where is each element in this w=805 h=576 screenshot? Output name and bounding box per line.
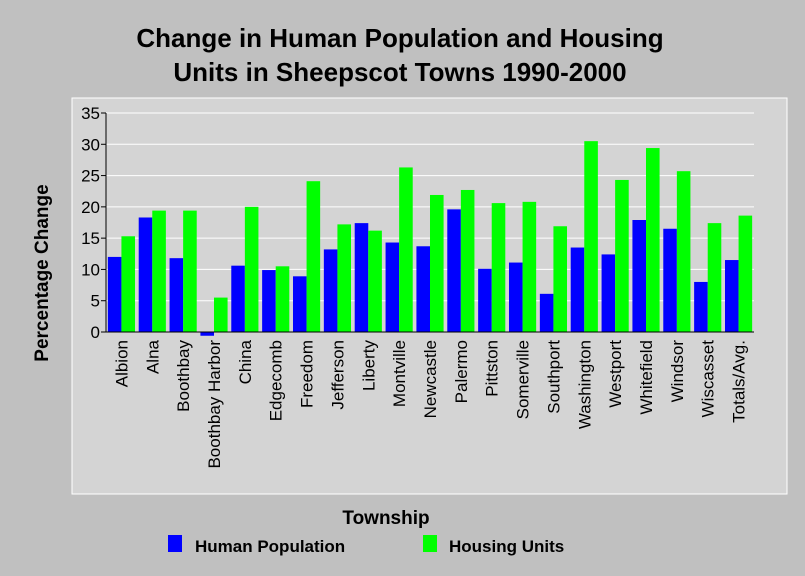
- category-label: Newcastle: [421, 340, 440, 418]
- category-label: Liberty: [359, 340, 378, 392]
- category-labels: Albion Alna Boothbay Boothbay Harbor China Ed…: [112, 339, 748, 468]
- legend-swatch-housing-units: [423, 535, 437, 552]
- category-label: Totals/Avg.: [730, 340, 749, 423]
- bar-human-population: [601, 254, 616, 332]
- bar-human-population: [478, 268, 492, 332]
- x-axis-title: Township: [342, 508, 429, 529]
- y-tick-label: 30: [81, 135, 100, 154]
- bar-housing-units: [214, 297, 228, 332]
- bar-housing-units: [615, 179, 629, 332]
- category-label: Washington: [575, 340, 594, 429]
- bar-human-population: [107, 256, 122, 332]
- bar-human-population: [724, 260, 739, 332]
- bar-human-population: [694, 281, 708, 332]
- bar-human-population: [632, 219, 646, 332]
- category-label: Westport: [606, 340, 625, 408]
- category-label: Pittston: [483, 340, 502, 397]
- y-tick-label: 5: [91, 292, 100, 311]
- y-tick-label: 20: [81, 198, 100, 217]
- bar-human-population: [231, 265, 245, 332]
- category-label: Alna: [143, 339, 162, 374]
- bar-human-population: [262, 270, 276, 332]
- bar-human-population: [508, 262, 523, 332]
- bar-housing-units: [676, 171, 691, 332]
- y-tick-label: 15: [81, 229, 100, 248]
- bar-human-population: [292, 276, 307, 332]
- category-label: Jefferson: [328, 340, 347, 410]
- category-label: Windsor: [668, 340, 687, 403]
- bar-housing-units: [522, 201, 537, 332]
- category-label: Montville: [390, 340, 409, 407]
- bar-housing-units: [244, 206, 259, 332]
- bar-housing-units: [460, 189, 475, 332]
- legend-label-human-population: Human Population: [195, 537, 345, 556]
- bar-human-population: [447, 209, 461, 332]
- bar-housing-units: [399, 167, 413, 332]
- bar-housing-units: [152, 210, 166, 332]
- bar-human-population: [570, 247, 585, 332]
- bar-human-population: [539, 293, 554, 332]
- bar-housing-units: [183, 210, 197, 332]
- bar-human-population: [138, 217, 153, 332]
- bar-housing-units: [584, 141, 598, 332]
- y-axis-ticks: 0 5 10 15 20 25 30 35: [81, 104, 106, 342]
- legend-label-housing-units: Housing Units: [449, 537, 564, 556]
- bar-human-population: [385, 242, 400, 332]
- bar-human-population: [169, 258, 184, 332]
- legend: Human Population Housing Units: [168, 535, 564, 556]
- chart-title-line-1: Change in Human Population and Housing: [136, 23, 663, 53]
- bar-housing-units: [430, 194, 444, 332]
- category-label: China: [236, 339, 255, 384]
- category-label: Somerville: [514, 340, 533, 419]
- category-label: Albion: [112, 340, 131, 387]
- bar-housing-units: [738, 215, 753, 332]
- bar-housing-units: [646, 148, 660, 332]
- bar-human-population: [663, 228, 677, 332]
- category-label: Wiscasset: [699, 340, 718, 418]
- bar-human-population: [200, 332, 214, 336]
- y-tick-label: 25: [81, 167, 100, 186]
- y-tick-label: 35: [81, 104, 100, 123]
- category-label: Freedom: [298, 340, 317, 408]
- bar-human-population: [416, 246, 430, 332]
- legend-swatch-human-population: [168, 535, 182, 552]
- category-label: Southport: [544, 340, 563, 414]
- bar-housing-units: [553, 226, 568, 332]
- category-label: Boothbay Harbor: [205, 340, 224, 469]
- category-label: Palermo: [452, 340, 471, 403]
- bar-housing-units: [337, 224, 352, 332]
- bar-housing-units: [121, 236, 136, 332]
- category-label: Boothbay: [174, 340, 193, 412]
- bar-housing-units: [707, 223, 722, 332]
- bar-housing-units: [491, 203, 506, 332]
- category-label: Edgecomb: [267, 340, 286, 421]
- bar-housing-units: [368, 230, 382, 332]
- bar-human-population: [354, 223, 369, 332]
- y-tick-label: 0: [91, 323, 100, 342]
- bar-housing-units: [306, 181, 321, 332]
- bars: [107, 141, 753, 336]
- category-label: Whitefield: [637, 340, 656, 415]
- y-tick-label: 10: [81, 260, 100, 279]
- bar-human-population: [323, 249, 338, 332]
- chart-title-line-2: Units in Sheepscot Towns 1990-2000: [173, 57, 626, 87]
- bar-housing-units: [275, 266, 290, 332]
- y-axis-title: Percentage Change: [32, 184, 53, 361]
